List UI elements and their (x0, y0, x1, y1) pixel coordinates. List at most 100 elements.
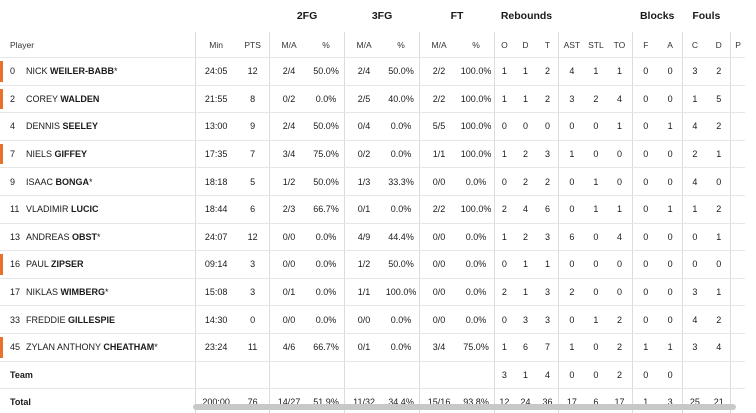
group-3fg: 3FG (371, 10, 393, 22)
stat-fouls-d: 1 (707, 223, 731, 252)
player-cell[interactable]: Total (0, 388, 196, 413)
col-reb-o[interactable]: O (494, 32, 514, 58)
player-row[interactable]: 4 DENNIS SEELEY 13:00 9 2/4 50.0% 0/4 0.0% 5/5 10… (0, 112, 745, 141)
player-number: 4 (10, 121, 16, 132)
stat-fg2-ma: 0/0 (269, 250, 309, 279)
stat-ft-ma: 5/5 (419, 112, 459, 141)
stat-ft-pct: 100.0% (458, 112, 495, 141)
player-row[interactable]: 17 NIKLAS WIMBERG* 15:08 3 0/1 0.0% 1/1 100.0% 0… (0, 278, 745, 307)
player-last-name: GILLESPIE (68, 314, 116, 325)
player-cell[interactable]: 17 NIKLAS WIMBERG* (0, 278, 196, 307)
player-row[interactable]: 13 ANDREAS OBST* 24:07 12 0/0 0.0% 4/9 44.4% 0/0… (0, 223, 745, 252)
player-cell[interactable]: 11 VLADIMIR LUCIC (0, 195, 196, 224)
player-row[interactable]: 0 NICK WEILER-BABB* 24:05 12 2/4 50.0% 2/4 50.0… (0, 57, 745, 86)
stat-o: 1 (494, 85, 514, 114)
player-row[interactable]: 7 NIELS GIFFEY 17:35 7 3/4 75.0% 0/2 0.0% 1/1 100… (0, 140, 745, 169)
stat-to: 0 (607, 278, 633, 307)
stat-ast: 1 (557, 333, 585, 362)
col-fg2-pct[interactable]: % (308, 32, 345, 58)
col-ast[interactable]: AST (557, 32, 585, 58)
player-row[interactable]: 9 ISAAC BONGA* 18:18 5 1/2 50.0% 1/3 33.3% 0/0 0.… (0, 167, 745, 196)
player-star: * (154, 342, 158, 353)
player-cell[interactable]: 16 PAUL ZIPSER (0, 250, 196, 279)
stat-blk-f: 0 (631, 195, 659, 224)
stat-fg3-ma: 0/2 (344, 140, 384, 169)
player-number: 13 (10, 231, 21, 242)
stat-blk-a: 0 (658, 250, 683, 279)
stat-extra (730, 305, 745, 334)
col-stl[interactable]: STL (584, 32, 608, 58)
stat-fg2-pct: 50.0% (308, 57, 345, 86)
player-cell[interactable]: 4 DENNIS SEELEY (0, 112, 196, 141)
col-fg3-ma[interactable]: M/A (344, 32, 384, 58)
col-pts[interactable]: PTS (236, 32, 270, 58)
player-cell[interactable]: 7 NIELS GIFFEY (0, 140, 196, 169)
player-last-name: WALDEN (60, 93, 100, 104)
player-row[interactable]: 16 PAUL ZIPSER 09:14 3 0/0 0.0% 1/2 50.0% 0/0 0.0… (0, 250, 745, 279)
player-cell[interactable]: Team (0, 361, 196, 390)
player-cell[interactable]: 0 NICK WEILER-BABB* (0, 57, 196, 86)
stat-d: 2 (513, 223, 538, 252)
col-player[interactable]: Player (0, 32, 196, 58)
player-number: 11 (10, 204, 20, 215)
stat-blk-f: 0 (631, 112, 659, 141)
col-fouls-d[interactable]: D (707, 32, 731, 58)
col-fg3-pct[interactable]: % (383, 32, 420, 58)
col-to[interactable]: TO (607, 32, 633, 58)
stat-stl: 0 (584, 278, 608, 307)
stat-fg2-ma: 2/4 (269, 112, 309, 141)
col-ft-ma[interactable]: M/A (419, 32, 459, 58)
stat-o: 0 (494, 167, 514, 196)
stat-pts: 6 (236, 195, 270, 224)
player-cell[interactable]: 9 ISAAC BONGA* (0, 167, 196, 196)
col-fouls-c[interactable]: C (681, 32, 708, 58)
stat-fg3-pct: 0.0% (383, 195, 420, 224)
player-row[interactable]: 33 FREDDIE GILLESPIE 14:30 0 0/0 0.0% 0/0 0.0% 0… (0, 305, 745, 334)
col-min[interactable]: Min (195, 32, 237, 58)
col-fg2-ma[interactable]: M/A (269, 32, 309, 58)
stat-extra (730, 278, 745, 307)
stat-fg2-pct: 50.0% (308, 167, 345, 196)
player-row[interactable]: 2 COREY WALDEN 21:55 8 0/2 0.0% 2/5 40.0% 2/2 100… (0, 85, 745, 114)
stat-fg2-pct: 66.7% (308, 333, 345, 362)
group-fouls: Fouls (692, 10, 721, 22)
player-star: * (97, 231, 101, 242)
col-reb-d[interactable]: D (513, 32, 538, 58)
player-last-name: CHEATHAM (103, 342, 155, 353)
player-cell[interactable]: 33 FREDDIE GILLESPIE (0, 305, 196, 334)
stat-ast: 0 (557, 112, 585, 141)
stat-stl: 0 (584, 112, 608, 141)
stat-fg3-pct: 50.0% (383, 57, 420, 86)
col-blk-a[interactable]: A (658, 32, 683, 58)
stat-pts: 12 (236, 223, 270, 252)
stat-stl: 1 (584, 167, 608, 196)
player-row[interactable]: 11 VLADIMIR LUCIC 18:44 6 2/3 66.7% 0/1 0.0% 2/2… (0, 195, 745, 224)
stat-fg3-pct: 0.0% (383, 305, 420, 334)
stat-d: 1 (513, 250, 538, 279)
player-cell[interactable]: 13 ANDREAS OBST* (0, 223, 196, 252)
player-cell[interactable]: 2 COREY WALDEN (0, 85, 196, 114)
stat-t: 3 (537, 278, 559, 307)
stat-fouls-d: 2 (707, 112, 731, 141)
stat-blk-f: 0 (631, 361, 659, 390)
col-blk-f[interactable]: F (631, 32, 659, 58)
col-reb-t[interactable]: T (537, 32, 559, 58)
horizontal-scrollbar[interactable] (193, 404, 736, 410)
col-ft-pct[interactable]: % (458, 32, 495, 58)
team-row[interactable]: Team 3 1 4 0 0 2 0 0 (0, 361, 745, 390)
col-extra[interactable]: P (730, 32, 745, 58)
stat-fg3-ma: 2/5 (344, 85, 384, 114)
stat-ast: 0 (557, 167, 585, 196)
stat-stl: 0 (584, 361, 608, 390)
player-last-name: LUCIC (71, 204, 99, 215)
stat-extra (730, 112, 745, 141)
stat-fg2-pct: 0.0% (308, 250, 345, 279)
stat-ft-ma (419, 361, 459, 390)
stat-fg3-ma: 0/1 (344, 333, 384, 362)
stat-pts: 9 (236, 112, 270, 141)
player-row[interactable]: 45 ZYLAN ANTHONY CHEATHAM* 23:24 11 4/6 66.7%… (0, 333, 745, 362)
group-rebounds: Rebounds (500, 10, 553, 22)
player-cell[interactable]: 45 ZYLAN ANTHONY CHEATHAM* (0, 333, 196, 362)
stat-stl: 2 (584, 85, 608, 114)
player-last-name: WEILER-BABB (50, 66, 115, 77)
